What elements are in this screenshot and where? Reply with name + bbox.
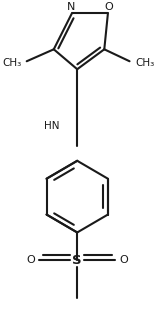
Text: O: O bbox=[104, 2, 113, 13]
Text: S: S bbox=[72, 254, 82, 267]
Text: CH₃: CH₃ bbox=[2, 58, 21, 68]
Text: O: O bbox=[120, 255, 128, 265]
Text: CH₃: CH₃ bbox=[135, 58, 154, 68]
Text: O: O bbox=[26, 255, 35, 265]
Text: HN: HN bbox=[44, 121, 59, 131]
Text: N: N bbox=[67, 2, 75, 13]
